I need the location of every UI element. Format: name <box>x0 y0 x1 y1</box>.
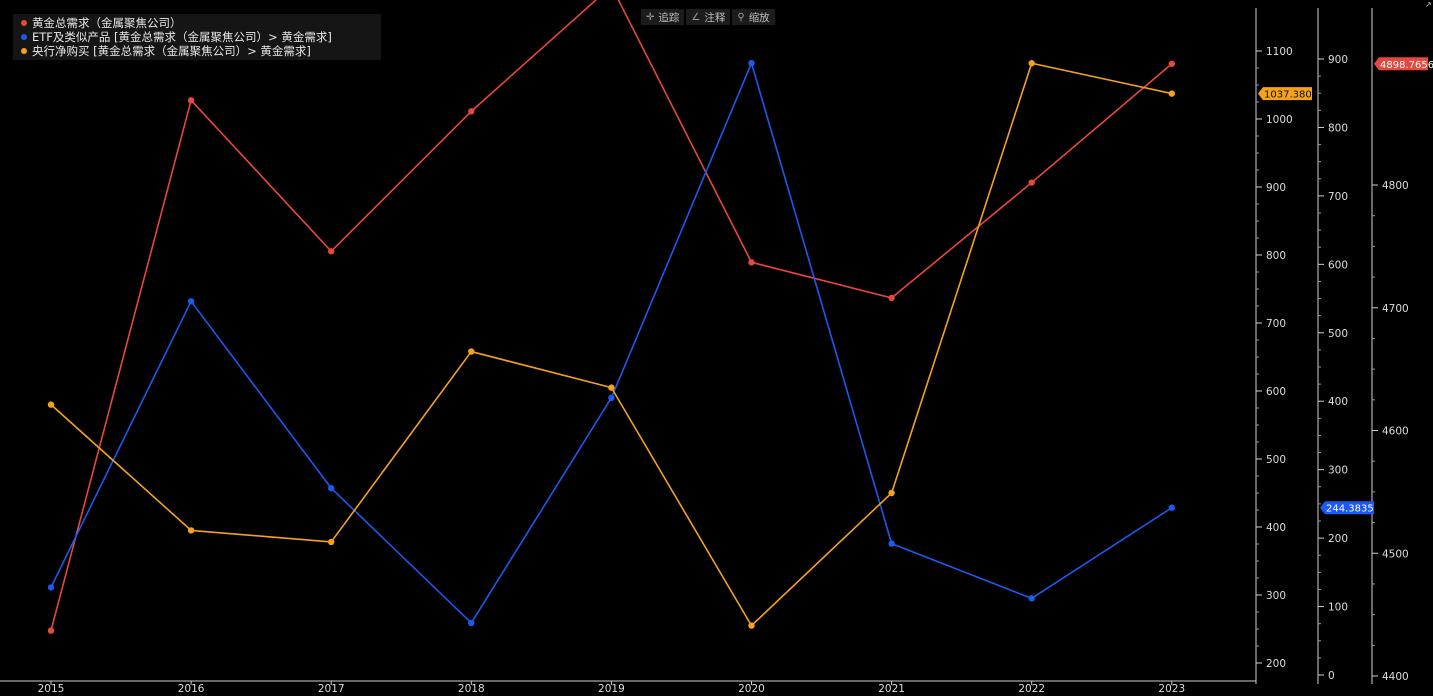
series-dot-icon <box>21 34 27 40</box>
y-tick-label: 300 <box>1328 465 1348 477</box>
zoom-label: 缩放 <box>748 11 770 24</box>
y-tick-label: 900 <box>1328 54 1348 66</box>
annotate-label: 注释 <box>704 11 726 24</box>
series-points <box>47 59 1176 634</box>
data-point <box>468 348 475 355</box>
data-point <box>1028 179 1035 186</box>
data-point <box>47 401 55 408</box>
x-tick-label: 2016 <box>178 683 205 695</box>
data-point <box>47 584 55 591</box>
track-button[interactable]: ✛ 追踪 <box>641 9 685 25</box>
legend-label: 黄金总需求（金属聚焦公司） <box>32 16 182 30</box>
last-value-badge <box>1320 501 1374 515</box>
data-point <box>1028 60 1035 67</box>
y-tick-label: 4500 <box>1382 548 1409 560</box>
legend-item-etf[interactable]: ETF及类似产品 [黄金总需求（金属聚焦公司）> 黄金需求] <box>21 30 381 44</box>
y-tick-label: 400 <box>1266 522 1286 534</box>
x-tick-label: 2015 <box>38 683 65 695</box>
data-point <box>1168 90 1176 97</box>
series-dot-icon <box>21 20 27 26</box>
y-tick-label: 800 <box>1328 122 1348 134</box>
y-tick-label: 600 <box>1266 386 1286 398</box>
magnifier-icon: ⚲ <box>737 11 745 23</box>
data-point <box>328 538 335 546</box>
series-dot-icon <box>21 48 27 54</box>
y-tick-label: 100 <box>1328 602 1348 614</box>
annotate-button[interactable]: ∠ 注释 <box>686 9 731 25</box>
series-line-2 <box>50 62 1172 627</box>
x-tick-label: 2017 <box>318 683 345 695</box>
x-tick-label: 2023 <box>1158 683 1185 695</box>
y-tick-label: 4700 <box>1382 303 1409 315</box>
x-tick-label: 2020 <box>738 683 765 695</box>
data-point <box>888 294 895 302</box>
y-tick-label: 900 <box>1266 182 1286 194</box>
legend-item-total-demand[interactable]: 黄金总需求（金属聚焦公司） <box>21 16 381 30</box>
data-point <box>888 489 895 497</box>
series-line-0 <box>50 0 1173 631</box>
data-point <box>748 622 755 629</box>
x-tick-label: 2018 <box>458 683 485 695</box>
last-value-labels: 4898.7656 244.3835 1037.3807 <box>1258 57 1433 515</box>
pencil-icon: ∠ <box>691 11 701 23</box>
y-tick-label: 500 <box>1266 454 1286 466</box>
y-tick-label: 700 <box>1328 191 1348 203</box>
y-tick-label: 4600 <box>1382 426 1409 438</box>
crosshair-icon: ✛ <box>646 11 655 23</box>
y-tick-label: 600 <box>1328 259 1348 271</box>
chart-toolbar: ✛ 追踪 ∠ 注释 ⚲ 缩放 <box>641 9 777 25</box>
data-point <box>608 384 615 391</box>
data-point <box>608 394 615 401</box>
y-tick-label: 800 <box>1266 250 1286 262</box>
track-label: 追踪 <box>658 11 680 24</box>
data-point <box>187 97 195 104</box>
x-tick-label: 2021 <box>878 683 905 695</box>
data-point <box>187 527 195 534</box>
series-lines <box>50 0 1173 631</box>
data-point <box>47 627 55 634</box>
x-tick-label: 2019 <box>598 683 625 695</box>
data-point <box>1168 60 1176 67</box>
data-point <box>468 108 475 115</box>
last-value-label: 244.3835 <box>1326 504 1374 515</box>
y-tick-label: 0 <box>1328 670 1335 682</box>
y-tick-label: 300 <box>1266 590 1286 602</box>
y-tick-label: 700 <box>1266 318 1286 330</box>
x-tick-label: 2022 <box>1018 683 1045 695</box>
chart-legend: 黄金总需求（金属聚焦公司） ETF及类似产品 [黄金总需求（金属聚焦公司）> 黄… <box>13 14 381 60</box>
data-point <box>187 298 195 305</box>
data-point <box>1168 504 1176 511</box>
legend-label: ETF及类似产品 [黄金总需求（金属聚焦公司）> 黄金需求] <box>32 30 332 44</box>
y-tick-label: 400 <box>1328 396 1348 408</box>
legend-item-central-bank[interactable]: 央行净购买 [黄金总需求（金属聚焦公司）> 黄金需求] <box>21 44 381 58</box>
zoom-button[interactable]: ⚲ 缩放 <box>732 9 775 25</box>
data-point <box>328 248 335 255</box>
axes-layer: 2015 2016 2017 2018 2019 2020 2021 2022 2023 200 3… <box>0 8 1409 695</box>
legend-label: 央行净购买 [黄金总需求（金属聚焦公司）> 黄金需求] <box>32 44 311 58</box>
last-value-label: 4898.7656 <box>1380 60 1433 71</box>
last-value-label: 1037.3807 <box>1264 90 1318 101</box>
data-point <box>328 484 335 492</box>
y-tick-label: 4800 <box>1382 180 1409 192</box>
data-point <box>1028 595 1035 602</box>
data-point <box>888 540 895 547</box>
last-value-badge <box>1258 87 1312 101</box>
y-tick-label: 500 <box>1328 328 1348 340</box>
corner-arrow-icon: ↗ <box>1425 0 1432 9</box>
y-tick-label: 1100 <box>1266 46 1293 58</box>
last-value-badge <box>1374 57 1428 71</box>
data-point <box>468 619 475 627</box>
y-tick-label: 4400 <box>1382 671 1409 683</box>
data-point <box>748 259 755 266</box>
y-tick-label: 1000 <box>1266 114 1293 126</box>
data-point <box>748 59 755 67</box>
y-tick-label: 200 <box>1266 658 1286 670</box>
y-tick-label: 200 <box>1328 533 1348 545</box>
